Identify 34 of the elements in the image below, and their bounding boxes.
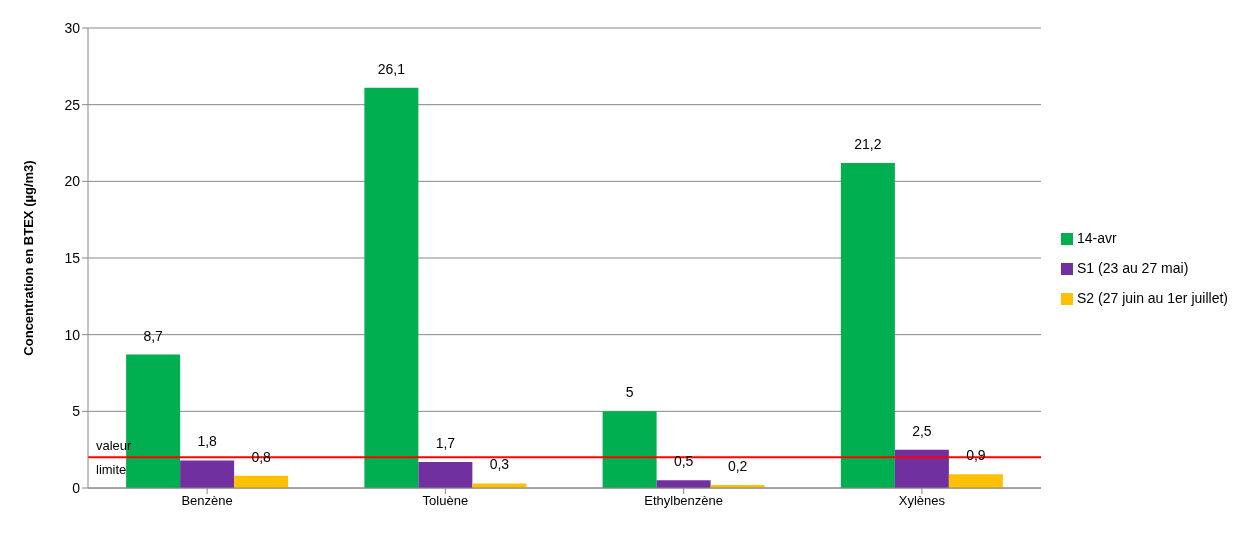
legend-label: S1 (23 au 27 mai)	[1077, 260, 1189, 276]
data-label: 0,5	[673, 453, 694, 470]
y-tick-label: 30	[64, 19, 81, 36]
data-label: 0,3	[489, 456, 510, 473]
bar	[948, 474, 1003, 488]
y-tick-label: 20	[64, 173, 81, 190]
data-label: 1,7	[435, 434, 456, 451]
data-label: 0,2	[727, 457, 748, 474]
y-tick-label: 5	[72, 403, 81, 420]
data-label: 8,7	[143, 327, 164, 344]
legend-label: S2 (27 juin au 1er juillet)	[1077, 290, 1228, 306]
x-tick-label: Xylènes	[898, 493, 946, 509]
y-tick-label: 15	[64, 249, 81, 266]
y-tick-label: 0	[72, 479, 81, 496]
bar	[840, 162, 895, 488]
data-label: 26,1	[377, 60, 406, 77]
data-label: 5	[625, 384, 634, 401]
bar	[418, 461, 473, 488]
data-label: 21,2	[854, 135, 882, 152]
bar	[894, 449, 949, 488]
y-tick-label: 25	[64, 96, 81, 113]
bar	[656, 480, 711, 488]
x-tick-label: Toluène	[422, 493, 469, 509]
y-tick-label: 10	[64, 326, 81, 343]
bar	[180, 460, 235, 488]
y-axis-title: Concentration en BTEX (µg/m3)	[20, 160, 36, 356]
bar	[602, 411, 657, 488]
bar	[234, 475, 289, 488]
x-tick-label: Ethylbenzène	[644, 493, 724, 509]
bar	[364, 87, 419, 488]
x-tick-label: Benzène	[181, 493, 233, 509]
data-label: 1,8	[197, 433, 218, 450]
legend-label: 14-avr	[1077, 230, 1117, 246]
data-label: 2,5	[912, 422, 932, 439]
